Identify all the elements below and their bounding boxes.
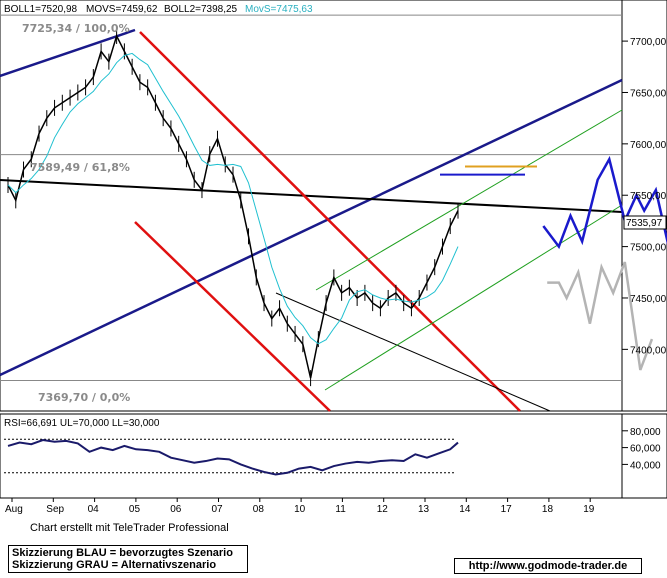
x-tick-label: 06 (170, 504, 182, 515)
channel-red-lower (134, 221, 331, 412)
channel-green-upper (315, 109, 623, 291)
rsi-label: RSI=66,691 UL=70,000 LL=30,000 (4, 418, 160, 429)
x-tick-label: Aug (5, 504, 23, 515)
rsi-tick-label: 80,000 (630, 427, 661, 438)
rsi-tick-label: 60,000 (630, 444, 661, 455)
y-tick-label: 7650,00 (630, 88, 667, 99)
last-price-box (623, 215, 667, 230)
x-tick-label: 17 (501, 504, 513, 515)
scenario-blau (542, 155, 667, 250)
x-tick-label: 05 (129, 504, 141, 515)
x-tick-label: 14 (459, 504, 471, 515)
trend-black (0, 179, 623, 213)
x-tick-label: 19 (583, 504, 595, 515)
trend-lower-blue (0, 78, 623, 377)
main-panel (0, 0, 623, 412)
url-box[interactable]: http://www.godmode-trader.de (454, 558, 642, 574)
fib-label-100: 7725,34 / 100,0% (22, 22, 130, 35)
rsi-tick-label: 40,000 (630, 460, 661, 471)
legend-blue: Skizzierung BLAU = bevorzugtes Szenario … (8, 545, 248, 573)
x-tick-label: 04 (88, 504, 100, 515)
y-tick-label: 7500,00 (630, 243, 667, 254)
x-tick-label: Sep (46, 504, 64, 515)
x-tick-label: 08 (253, 504, 265, 515)
channel-green-lower (324, 204, 623, 391)
y-tick-label: 7700,00 (630, 37, 667, 48)
x-tick-label: 13 (418, 504, 430, 515)
header-boll2: BOLL2=7398,25 (164, 4, 238, 15)
url-link[interactable]: http://www.godmode-trader.de (468, 560, 628, 572)
last-price: 7535,97 (626, 218, 663, 229)
rsi-line (7, 439, 459, 476)
scenario-grau (547, 261, 654, 371)
rsi-panel (0, 413, 623, 499)
legend-blue-text: Skizzierung BLAU = bevorzugtes Szenario (12, 547, 233, 559)
rsi-axis (621, 413, 667, 499)
trend-upper-blue (0, 28, 136, 78)
x-tick-label: 11 (335, 504, 346, 515)
x-tick-label: 18 (542, 504, 554, 515)
moving-average-line (7, 52, 459, 345)
legend-grey-text: Skizzierung GRAU = Alternativszenario (12, 559, 217, 571)
header-movs-short: MovS=7475,63 (245, 4, 313, 15)
credit-text: Chart erstellt mit TeleTrader Profession… (30, 522, 229, 534)
x-tick-label: 12 (377, 504, 389, 515)
y-tick-label: 7400,00 (630, 345, 667, 356)
y-tick-label: 7450,00 (630, 294, 667, 305)
fib-label-0: 7369,70 / 0,0% (38, 391, 130, 404)
trend-thin-black (275, 292, 551, 412)
x-tick-label: 10 (294, 504, 306, 515)
header-movs: MOVS=7459,62 (86, 4, 158, 15)
x-tick-label: 07 (212, 504, 224, 515)
y-tick-label: 7600,00 (630, 140, 667, 151)
channel-red-upper (139, 31, 521, 412)
header-boll1: BOLL1=7520,98 (4, 4, 78, 15)
y-tick-label: 7550,00 (630, 191, 667, 202)
fib-label-618: 7589,49 / 61,8% (30, 161, 130, 174)
